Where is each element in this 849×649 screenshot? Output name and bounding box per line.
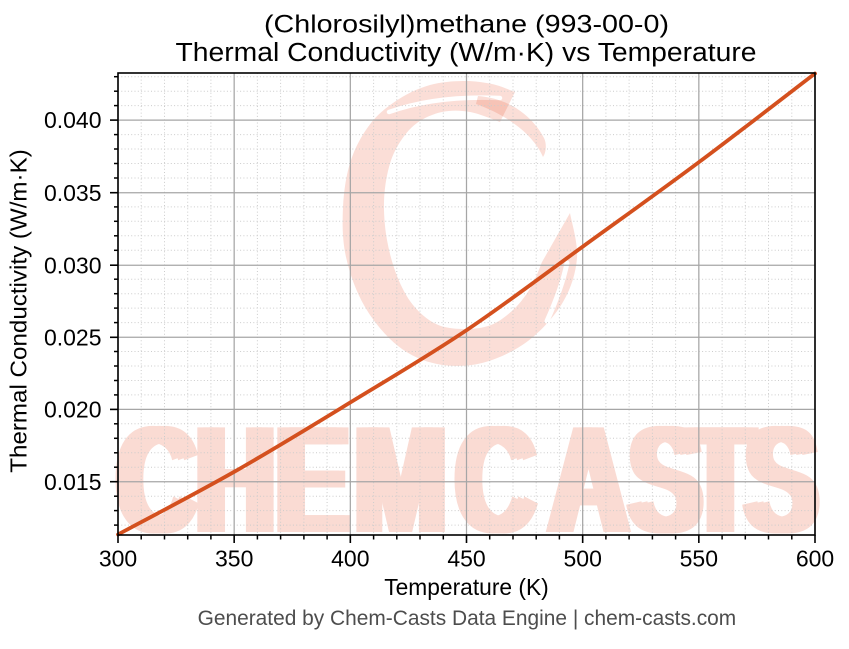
svg-text:Temperature (K): Temperature (K) — [384, 574, 549, 600]
svg-text:500: 500 — [564, 546, 602, 572]
svg-text:0.020: 0.020 — [44, 397, 102, 423]
svg-text:Generated by Chem-Casts Data E: Generated by Chem-Casts Data Engine | ch… — [198, 607, 737, 630]
svg-text:350: 350 — [215, 546, 253, 572]
svg-text:550: 550 — [680, 546, 718, 572]
svg-text:Thermal Conductivity (W/m·K): Thermal Conductivity (W/m·K) — [6, 149, 32, 473]
svg-text:CHEMCASTS: CHEMCASTS — [123, 395, 824, 565]
svg-text:(Chlorosilyl)methane (993-00-0: (Chlorosilyl)methane (993-00-0) — [264, 11, 669, 39]
svg-text:0.040: 0.040 — [44, 107, 102, 133]
svg-text:0.035: 0.035 — [44, 180, 102, 206]
svg-text:Thermal Conductivity (W/m·K) v: Thermal Conductivity (W/m·K) vs Temperat… — [176, 39, 757, 67]
svg-text:0.030: 0.030 — [44, 252, 102, 278]
svg-text:0.025: 0.025 — [44, 324, 102, 350]
svg-text:600: 600 — [796, 546, 834, 572]
svg-text:0.015: 0.015 — [44, 469, 102, 495]
svg-text:450: 450 — [447, 546, 485, 572]
svg-text:400: 400 — [331, 546, 369, 572]
svg-text:300: 300 — [99, 546, 137, 572]
